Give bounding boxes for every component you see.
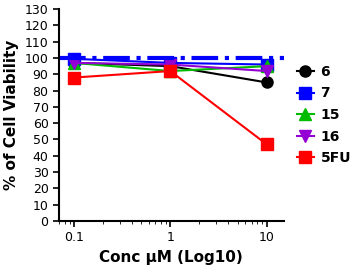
6 (265, 81, 269, 84)
7 (72, 57, 76, 61)
15 (168, 69, 172, 73)
Line: 15: 15 (68, 57, 272, 77)
Line: 5FU: 5FU (68, 65, 272, 150)
5FU (168, 69, 172, 73)
Legend: 6, 7, 15, 16, 5FU: 6, 7, 15, 16, 5FU (293, 61, 355, 169)
Y-axis label: % of Cell Viability: % of Cell Viability (4, 40, 19, 190)
Line: 6: 6 (68, 57, 272, 88)
5FU (265, 143, 269, 146)
Line: 16: 16 (68, 57, 272, 77)
16 (265, 69, 269, 73)
7 (168, 61, 172, 65)
Line: 7: 7 (68, 53, 272, 70)
X-axis label: Conc μM (Log10): Conc μM (Log10) (99, 250, 243, 265)
7 (265, 63, 269, 66)
15 (72, 61, 76, 65)
16 (168, 63, 172, 66)
16 (72, 61, 76, 65)
6 (168, 65, 172, 68)
5FU (72, 76, 76, 79)
15 (265, 65, 269, 68)
6 (72, 61, 76, 65)
